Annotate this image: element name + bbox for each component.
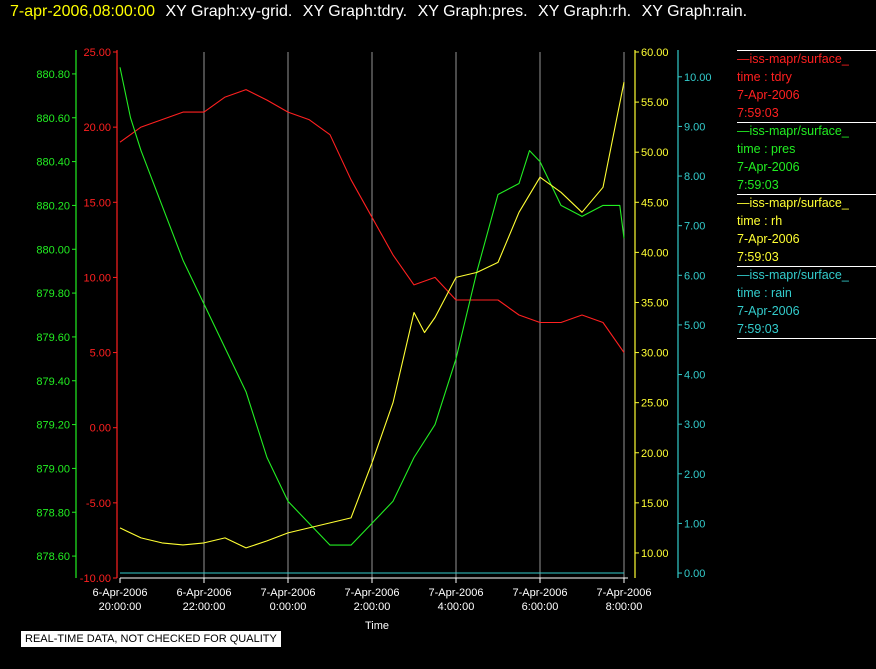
x-tick-label-date: 6-Apr-2006 <box>92 587 147 599</box>
legend-time: 7:59:03 <box>737 250 779 264</box>
rain-tick-label: 4.00 <box>684 370 705 382</box>
rain-tick-label: 6.00 <box>684 270 705 282</box>
pres-tick-label: 880.80 <box>36 69 70 81</box>
x-tick-label-date: 7-Apr-2006 <box>344 587 399 599</box>
rh-tick-label: 35.00 <box>641 297 669 309</box>
tdry-tick-label: 5.00 <box>90 348 111 360</box>
x-tick-label-time: 6:00:00 <box>522 601 559 613</box>
rh-tick-label: 30.00 <box>641 348 669 360</box>
series-line-pres <box>119 67 625 546</box>
x-tick-label-date: 7-Apr-2006 <box>512 587 567 599</box>
x-tick-label-date: 7-Apr-2006 <box>428 587 483 599</box>
legend-source: —iss-mapr/surface_ <box>737 196 849 210</box>
pres-tick-label: 879.20 <box>36 420 70 432</box>
legend-source: —iss-mapr/surface_ <box>737 52 849 66</box>
rh-tick-label: 55.00 <box>641 97 669 109</box>
x-tick-label-time: 2:00:00 <box>354 601 391 613</box>
rh-tick-label: 15.00 <box>641 498 669 510</box>
series-lines <box>119 67 625 574</box>
rain-tick-label: 2.00 <box>684 469 705 481</box>
header-graph-rain: XY Graph:rain. <box>641 3 748 20</box>
legend-field: time : tdry <box>737 70 792 84</box>
tdry-tick-label: 25.00 <box>83 47 111 59</box>
legend-date: 7-Apr-2006 <box>737 88 800 102</box>
legend-rh: —iss-mapr/surface_ time : rh 7-Apr-2006 … <box>737 194 876 266</box>
pres-tick-label: 880.40 <box>36 157 70 169</box>
rain-tick-label: 10.00 <box>684 72 712 84</box>
x-tick-label-date: 7-Apr-2006 <box>260 587 315 599</box>
grid-lines <box>203 52 625 578</box>
rh-tick-label: 40.00 <box>641 247 669 259</box>
header-timestamp: 7-apr-2006,08:00:00 <box>10 3 155 20</box>
rh-tick-label: 25.00 <box>641 398 669 410</box>
chart-header: 7-apr-2006,08:00:00 XY Graph:xy-grid. XY… <box>10 3 747 21</box>
x-tick-label-time: 20:00:00 <box>99 601 142 613</box>
legend-tdry: —iss-mapr/surface_ time : tdry 7-Apr-200… <box>737 50 876 122</box>
legend-source: —iss-mapr/surface_ <box>737 124 849 138</box>
legend-rain: —iss-mapr/surface_ time : rain 7-Apr-200… <box>737 266 876 339</box>
tdry-tick-label: 15.00 <box>83 197 111 209</box>
rain-tick-label: 7.00 <box>684 221 705 233</box>
pres-tick-label: 879.80 <box>36 288 70 300</box>
legend-time: 7:59:03 <box>737 178 779 192</box>
pres-tick-label: 879.60 <box>36 332 70 344</box>
legend-field: time : rain <box>737 286 792 300</box>
tdry-tick-label: 20.00 <box>83 122 111 134</box>
legend-date: 7-Apr-2006 <box>737 304 800 318</box>
x-tick-label-date: 6-Apr-2006 <box>176 587 231 599</box>
pres-tick-label: 880.00 <box>36 244 70 256</box>
tdry-tick-label: 0.00 <box>90 423 111 435</box>
pres-tick-label: 879.00 <box>36 463 70 475</box>
pres-tick-label: 880.60 <box>36 113 70 125</box>
legend-field: time : rh <box>737 214 783 228</box>
pres-tick-label: 880.20 <box>36 200 70 212</box>
quality-notice: REAL-TIME DATA, NOT CHECKED FOR QUALITY <box>20 630 282 648</box>
pres-tick-label: 878.80 <box>36 507 70 519</box>
rain-tick-label: 8.00 <box>684 171 705 183</box>
legend-time: 7:59:03 <box>737 322 779 336</box>
legend-source: —iss-mapr/surface_ <box>737 268 849 282</box>
x-tick-label-time: 0:00:00 <box>270 601 307 613</box>
legend-pres: —iss-mapr/surface_ time : pres 7-Apr-200… <box>737 122 876 194</box>
pres-tick-label: 878.60 <box>36 551 70 563</box>
x-tick-label-date: 7-Apr-2006 <box>596 587 651 599</box>
tdry-tick-label: -10.00 <box>80 573 111 585</box>
series-line-rh <box>119 81 625 549</box>
rh-tick-label: 10.00 <box>641 548 669 560</box>
series-line-tdry <box>119 89 625 353</box>
rh-tick-label: 60.00 <box>641 47 669 59</box>
x-tick-label-time: 22:00:00 <box>183 601 226 613</box>
legend-field: time : pres <box>737 142 796 156</box>
legend-time: 7:59:03 <box>737 106 779 120</box>
rain-tick-label: 1.00 <box>684 518 705 530</box>
tdry-tick-label: 10.00 <box>83 272 111 284</box>
rh-tick-label: 45.00 <box>641 197 669 209</box>
rain-tick-label: 0.00 <box>684 568 705 580</box>
axes: 6-Apr-2006 20:00:00 6-Apr-2006 22:00:00 7-Ap… <box>36 47 711 613</box>
x-tick-label-time: 4:00:00 <box>438 601 475 613</box>
x-tick-label-time: 8:00:00 <box>606 601 643 613</box>
x-axis-label: Time <box>365 620 389 632</box>
rain-tick-label: 5.00 <box>684 320 705 332</box>
legend-date: 7-Apr-2006 <box>737 160 800 174</box>
legend-date: 7-Apr-2006 <box>737 232 800 246</box>
header-graph-xy-grid: XY Graph:xy-grid. <box>165 3 293 20</box>
tdry-tick-label: -5.00 <box>86 498 111 510</box>
rh-tick-label: 50.00 <box>641 147 669 159</box>
rain-tick-label: 9.00 <box>684 121 705 133</box>
header-graph-rh: XY Graph:rh. <box>538 3 632 20</box>
rain-tick-label: 3.00 <box>684 419 705 431</box>
pres-tick-label: 879.40 <box>36 376 70 388</box>
header-graph-tdry: XY Graph:tdry. <box>302 3 408 20</box>
rh-tick-label: 20.00 <box>641 448 669 460</box>
header-graph-pres: XY Graph:pres. <box>417 3 528 20</box>
